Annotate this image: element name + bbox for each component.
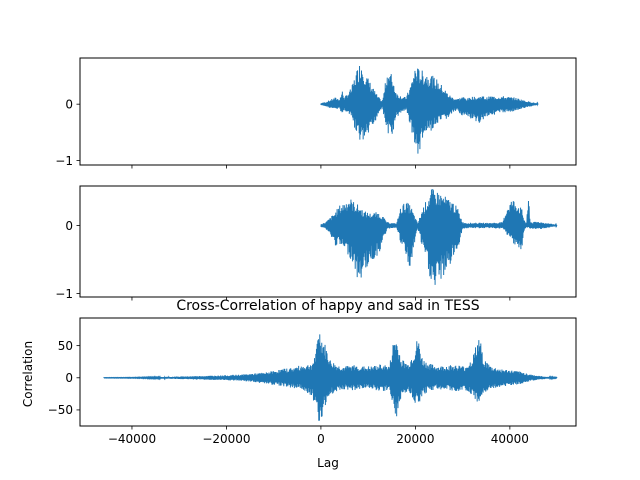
bottom-x-tick-label: 20000 — [396, 432, 434, 446]
top-axes-frame — [79, 57, 577, 166]
bottom-x-tick-label: −40000 — [108, 432, 156, 446]
bottom-y-tick-label: 50 — [58, 339, 73, 353]
bottom-axes-frame — [79, 317, 577, 427]
middle-y-tick-label: 0 — [65, 219, 73, 233]
subplot-top: −1 0 — [55, 57, 577, 169]
top-x-ticks — [131, 165, 511, 169]
middle-waveform-layer — [320, 189, 558, 285]
y-axis-label: Correlation — [21, 341, 35, 407]
bottom-x-ticks: −40000 −20000 0 20000 40000 — [108, 426, 529, 446]
subplot-middle: −1 0 — [55, 185, 577, 301]
bottom-x-tick-label: 0 — [317, 432, 325, 446]
bottom-y-tick-label: 0 — [65, 371, 73, 385]
middle-y-ticks: −1 0 — [55, 219, 80, 301]
bottom-x-tick-label: 40000 — [491, 432, 529, 446]
middle-y-tick-label: −1 — [55, 287, 73, 301]
middle-axes-frame — [79, 185, 577, 298]
top-series-line-0 — [320, 65, 539, 154]
bottom-y-tick-label: −50 — [48, 403, 73, 417]
x-axis-label: Lag — [317, 456, 339, 470]
bottom-y-ticks: −50 0 50 — [48, 339, 80, 417]
middle-series-line-0 — [320, 189, 558, 285]
bottom-waveform-layer — [103, 334, 558, 421]
chart-title: Cross-Correlation of happy and sad in TE… — [176, 298, 479, 314]
bottom-x-tick-label: −20000 — [202, 432, 250, 446]
subplot-bottom: −40000 −20000 0 20000 40000 −50 0 50 Cross-Cor… — [21, 298, 577, 470]
top-y-tick-label: 0 — [65, 97, 73, 111]
bottom-series-line-0 — [103, 334, 558, 421]
middle-x-ticks — [131, 297, 511, 301]
top-y-ticks: −1 0 — [55, 97, 80, 168]
top-waveform-layer — [320, 65, 539, 154]
top-y-tick-label: −1 — [55, 154, 73, 168]
